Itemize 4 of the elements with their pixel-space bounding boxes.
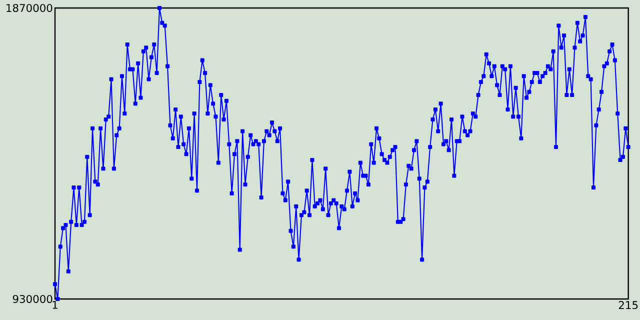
x-tick-label: 215: [618, 301, 638, 310]
x-tick-label: 1: [52, 301, 58, 309]
y-tick-label: 1870000: [6, 4, 52, 12]
y-tick-label: 930000: [12, 294, 52, 304]
